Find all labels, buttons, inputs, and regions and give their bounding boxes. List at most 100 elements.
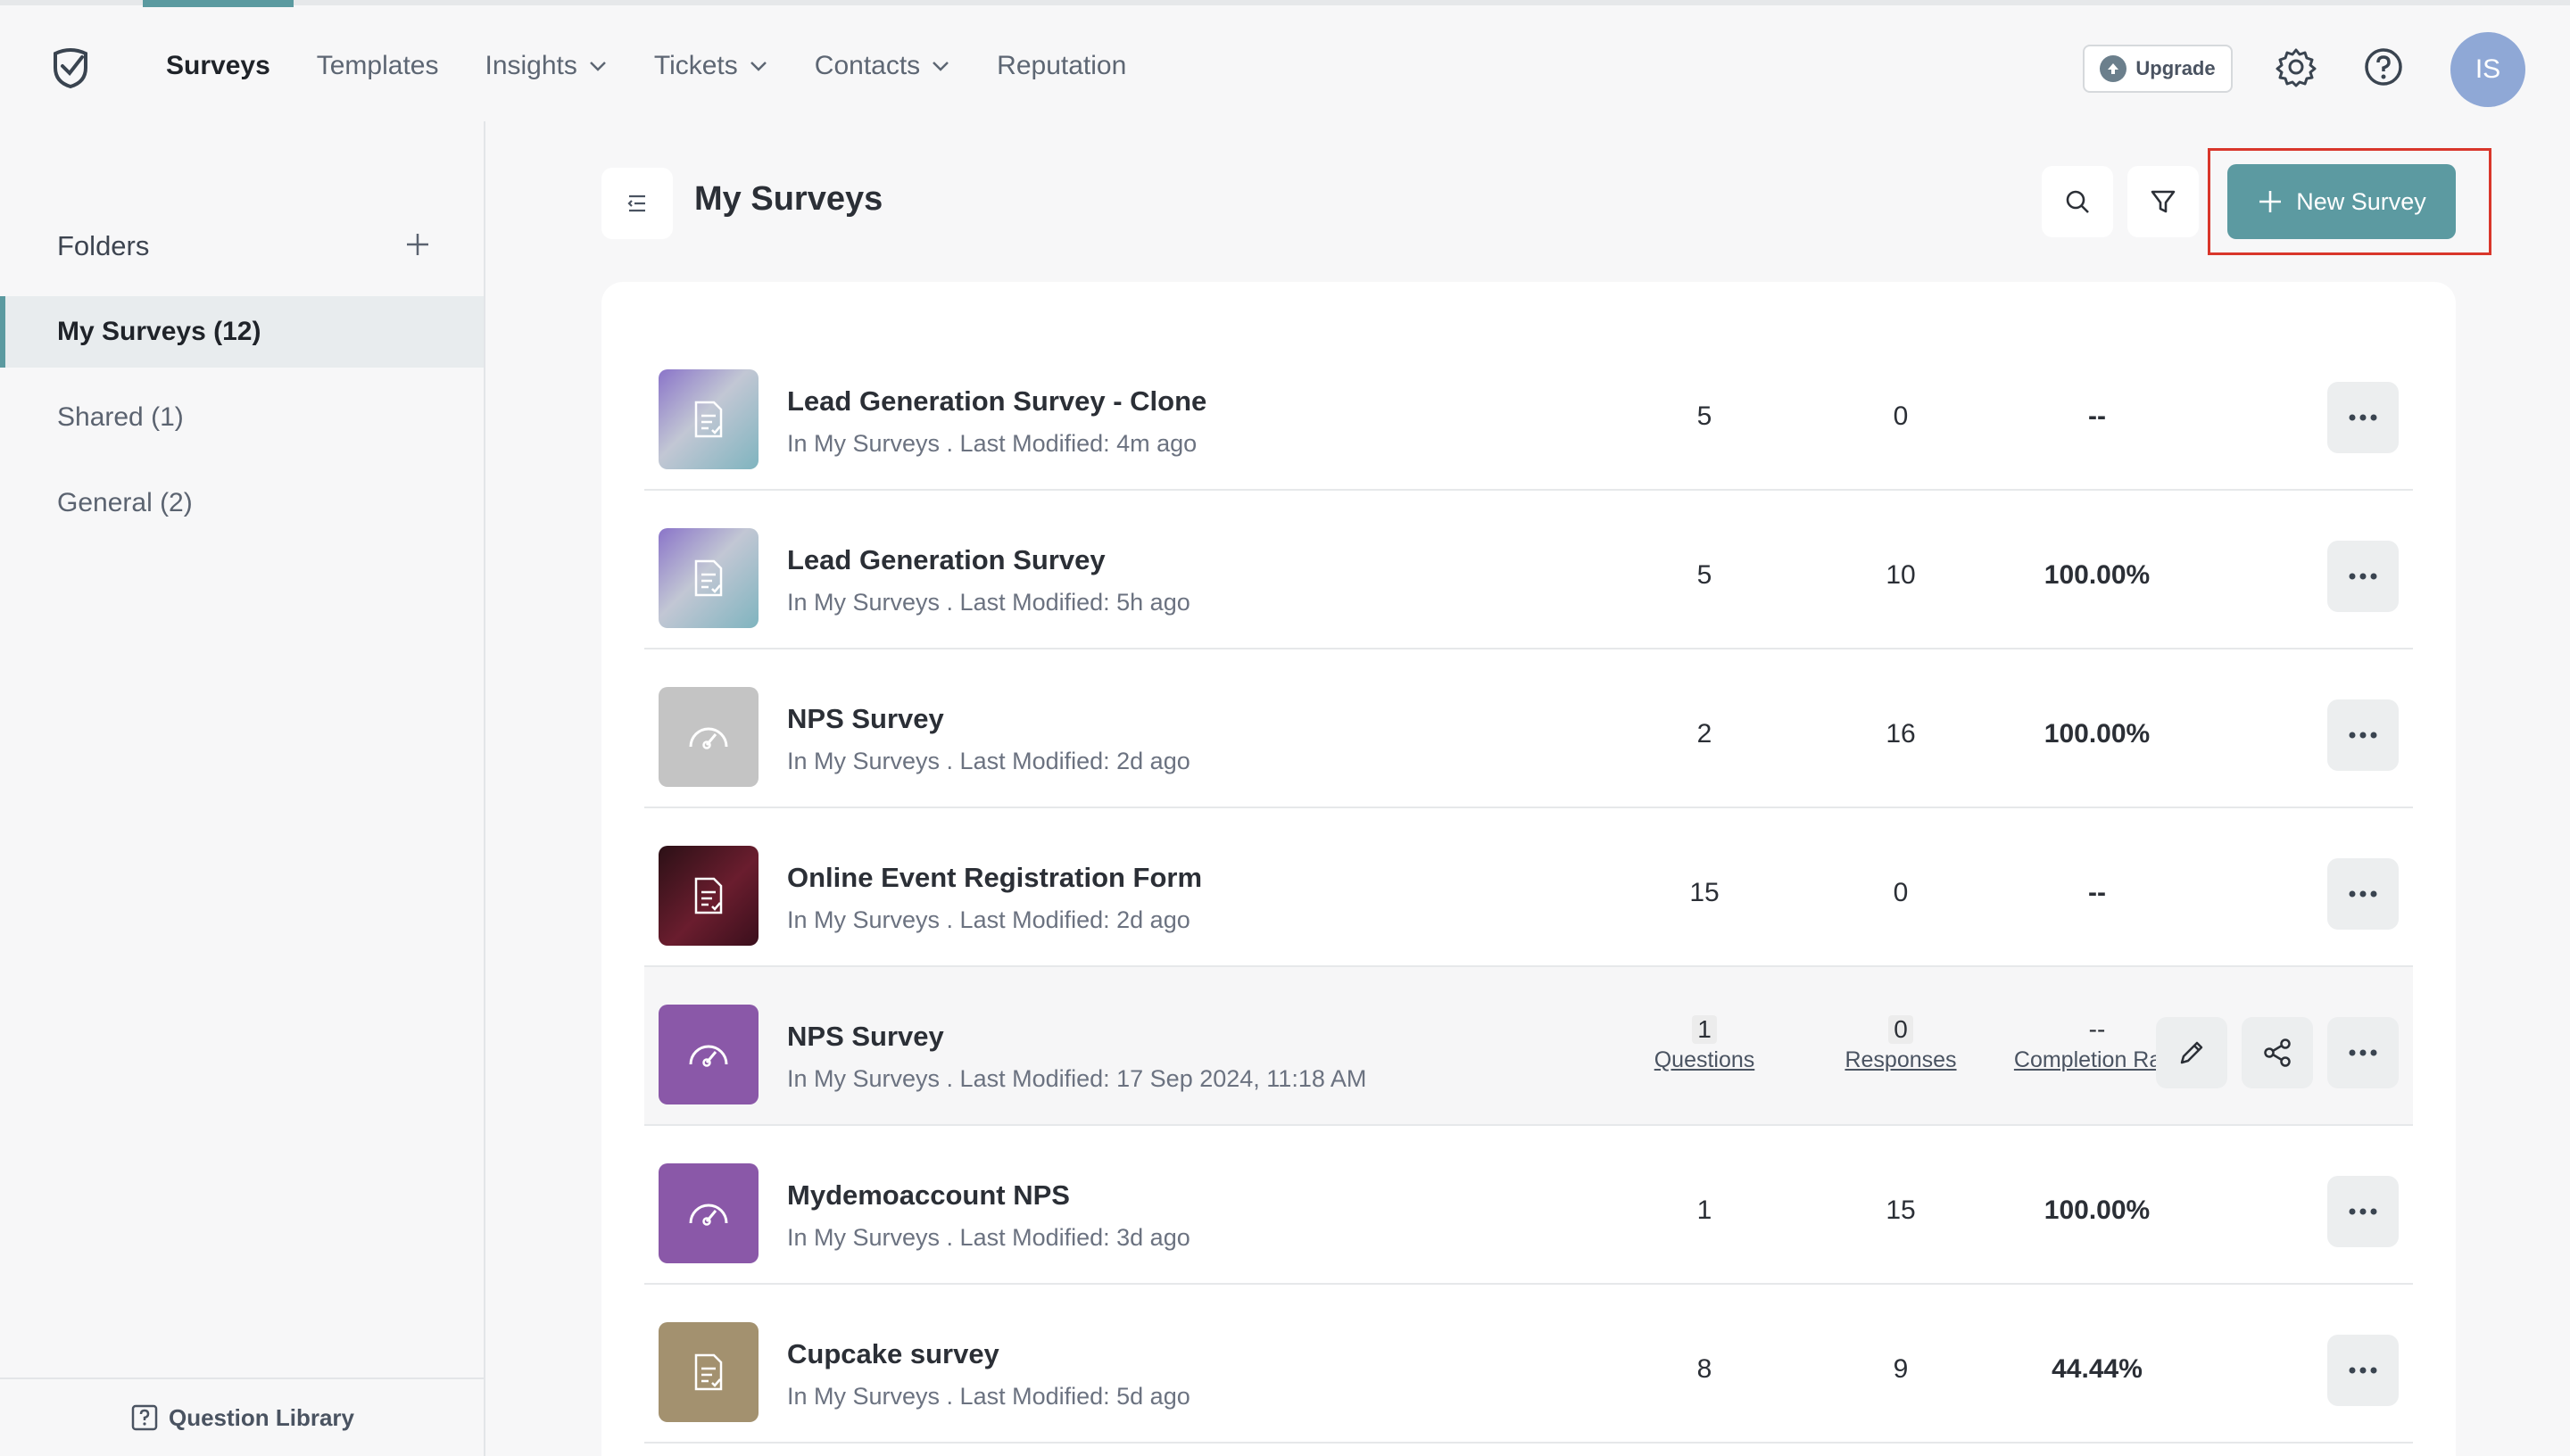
survey-row[interactable]: Mydemoaccount NPS In My Surveys . Last M… [644, 1126, 2413, 1285]
more-options-button[interactable] [2327, 699, 2399, 771]
survey-name[interactable]: Cupcake survey [787, 1338, 999, 1369]
response-count: 15 [1886, 1195, 1916, 1225]
gear-icon[interactable] [2276, 46, 2317, 87]
more-dots-icon [2349, 1367, 2377, 1374]
document-icon [694, 1353, 723, 1391]
highlight-frame [2208, 148, 2491, 255]
help-icon[interactable] [2363, 46, 2404, 87]
upgrade-button[interactable]: Upgrade [2083, 45, 2233, 93]
survey-name[interactable]: Lead Generation Survey [787, 544, 1106, 575]
more-options-button[interactable] [2327, 1176, 2399, 1247]
gauge-icon [689, 1045, 728, 1067]
toggle-folders-button[interactable] [601, 168, 673, 239]
nav-reputation[interactable]: Reputation [974, 5, 1149, 127]
survey-name[interactable]: NPS Survey [787, 1021, 944, 1052]
document-icon [694, 877, 723, 914]
more-options-button[interactable] [2327, 541, 2399, 612]
question-count[interactable]: 1 Questions [1615, 1015, 1794, 1073]
survey-row[interactable]: Lead Generation Survey In My Surveys . L… [644, 491, 2413, 649]
gauge-icon [689, 1204, 728, 1226]
main-nav: Surveys Templates Insights Tickets Conta… [143, 0, 1149, 127]
gauge-icon [689, 727, 728, 749]
question-count: 8 [1696, 1354, 1712, 1384]
survey-name[interactable]: NPS Survey [787, 703, 944, 734]
survey-thumbnail [659, 369, 759, 469]
filter-icon [2151, 190, 2176, 213]
nav-contacts-label: Contacts [814, 51, 921, 80]
completion-rate: -- [2088, 401, 2106, 431]
response-count-value: 0 [1888, 1015, 1913, 1044]
nav-surveys[interactable]: Surveys [143, 0, 294, 127]
question-library-label: Question Library [168, 1403, 355, 1431]
app-logo-icon[interactable] [48, 45, 93, 89]
nav-insights[interactable]: Insights [461, 5, 630, 127]
nav-templates[interactable]: Templates [294, 5, 462, 127]
avatar-initials: IS [2475, 54, 2501, 84]
pencil-icon [2180, 1041, 2203, 1064]
survey-row[interactable]: Lead Generation Survey - Clone In My Sur… [644, 332, 2413, 491]
plus-icon [2259, 191, 2282, 212]
new-survey-button[interactable]: New Survey [2227, 164, 2456, 239]
survey-name[interactable]: Mydemoaccount NPS [787, 1179, 1070, 1211]
survey-row[interactable]: NPS Survey In My Surveys . Last Modified… [644, 967, 2413, 1126]
nav-insights-label: Insights [485, 51, 577, 80]
response-count[interactable]: 0 Responses [1811, 1015, 1990, 1073]
survey-row[interactable]: Online Event Registration Form In My Sur… [644, 808, 2413, 967]
document-icon [694, 401, 723, 438]
question-count: 5 [1696, 401, 1712, 431]
survey-meta: In My Surveys . Last Modified: 4m ago [787, 430, 1198, 457]
more-options-button[interactable] [2327, 1335, 2399, 1406]
collapse-menu-icon [627, 194, 645, 212]
questions-label: Questions [1654, 1047, 1755, 1072]
completion-rate: -- [2088, 878, 2106, 907]
document-icon [694, 559, 723, 597]
folder-my-surveys[interactable]: My Surveys (12) [0, 296, 484, 368]
more-options-button[interactable] [2327, 382, 2399, 453]
completion-rate: 44.44% [2052, 1354, 2143, 1384]
folder-label: My Surveys (12) [57, 317, 261, 346]
more-dots-icon [2349, 414, 2377, 421]
question-count: 1 [1696, 1195, 1712, 1225]
survey-name[interactable]: Online Event Registration Form [787, 862, 1203, 893]
upgrade-arrow-icon [2100, 55, 2127, 82]
completion-rate: 100.00% [2044, 1195, 2151, 1225]
share-survey-button[interactable] [2242, 1017, 2313, 1088]
search-button[interactable] [2042, 166, 2113, 237]
user-avatar[interactable]: IS [2450, 32, 2525, 107]
survey-name[interactable]: Lead Generation Survey - Clone [787, 385, 1207, 417]
more-dots-icon [2349, 1049, 2377, 1056]
folder-shared[interactable]: Shared (1) [0, 382, 484, 453]
add-folder-icon[interactable] [398, 225, 437, 264]
nav-tickets[interactable]: Tickets [631, 5, 792, 127]
more-options-button[interactable] [2327, 858, 2399, 930]
nav-templates-label: Templates [316, 51, 439, 80]
more-dots-icon [2349, 732, 2377, 739]
completion-rate[interactable]: -- Completion Rate [2008, 1015, 2186, 1073]
more-options-button[interactable] [2327, 1017, 2399, 1088]
completion-rate: 100.00% [2044, 560, 2151, 590]
survey-meta: In My Surveys . Last Modified: 3d ago [787, 1224, 1190, 1251]
top-navigation-bar: Surveys Templates Insights Tickets Conta… [0, 0, 2570, 121]
nav-contacts[interactable]: Contacts [792, 5, 974, 127]
completion-rate-label: Completion Rate [2013, 1047, 2181, 1072]
chevron-down-icon [750, 62, 767, 71]
question-count: 2 [1696, 719, 1712, 749]
question-library-button[interactable]: Question Library [0, 1377, 484, 1456]
response-count: 16 [1886, 719, 1916, 749]
question-count: 15 [1689, 878, 1720, 907]
chevron-down-icon [589, 62, 606, 71]
response-count: 0 [1893, 878, 1909, 907]
filter-button[interactable] [2127, 166, 2199, 237]
survey-row[interactable]: Cupcake survey In My Surveys . Last Modi… [644, 1285, 2413, 1444]
survey-meta: In My Surveys . Last Modified: 5h ago [787, 589, 1190, 616]
upgrade-label: Upgrade [2135, 57, 2216, 79]
response-count: 9 [1893, 1354, 1909, 1384]
folder-general[interactable]: General (2) [0, 467, 484, 539]
folders-sidebar: Folders My Surveys (12) Shared (1) Gener… [0, 121, 485, 1456]
survey-row[interactable]: NPS Survey In My Surveys . Last Modified… [644, 649, 2413, 808]
response-count: 0 [1893, 401, 1909, 431]
nav-tickets-label: Tickets [653, 51, 738, 80]
edit-survey-button[interactable] [2156, 1017, 2227, 1088]
survey-thumbnail [659, 1322, 759, 1422]
page-title: My Surveys [694, 180, 883, 218]
